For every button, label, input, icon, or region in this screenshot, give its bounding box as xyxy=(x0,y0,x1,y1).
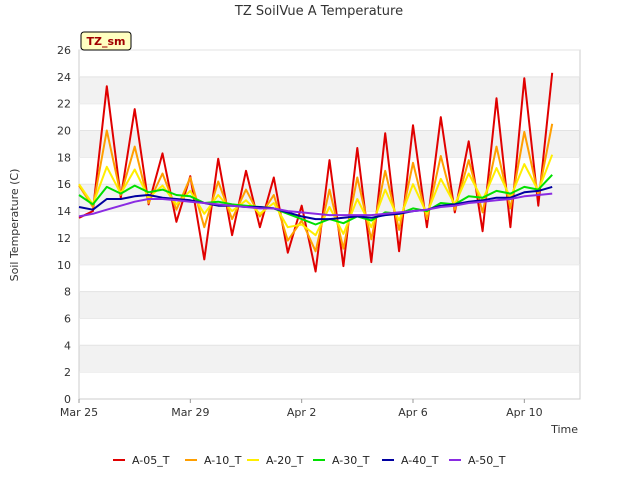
y-tick-label: 12 xyxy=(57,232,71,245)
y-tick-label: 10 xyxy=(57,259,71,272)
y-tick-label: 16 xyxy=(57,178,71,191)
series-line-a-50-t xyxy=(78,192,553,218)
station-badge: TZ_sm xyxy=(80,31,132,51)
y-tick-label: 18 xyxy=(57,151,71,164)
x-tick-label: Apr 2 xyxy=(287,406,317,419)
x-tick-label: Apr 10 xyxy=(506,406,543,419)
y-tick-label: 2 xyxy=(64,366,71,379)
x-tick-label: Mar 29 xyxy=(171,406,209,419)
x-axis-title: Time xyxy=(550,423,578,436)
plot-area xyxy=(78,49,581,400)
grid-band xyxy=(79,237,580,265)
y-tick-label: 22 xyxy=(57,98,71,111)
y-tick-label: 24 xyxy=(57,71,71,84)
grid-band xyxy=(79,76,580,104)
legend-label: A-10_T xyxy=(204,454,242,467)
series-line-a-05-t xyxy=(78,72,554,273)
x-axis-ticks: Mar 25 Mar 29 Apr 2 Apr 6 Apr 10 xyxy=(60,399,543,419)
y-tick-label: 26 xyxy=(57,44,71,57)
series-lines xyxy=(78,72,554,273)
legend-label: A-50_T xyxy=(468,454,506,467)
badge-label: TZ_sm xyxy=(87,35,126,48)
series-line-a-10-t xyxy=(78,123,554,253)
y-tick-label: 0 xyxy=(64,393,71,406)
y-tick-label: 20 xyxy=(57,125,71,138)
y-axis-title: Soil Temperature (C) xyxy=(8,169,21,282)
x-tick-label: Mar 25 xyxy=(60,406,98,419)
x-tick-label: Apr 6 xyxy=(398,406,428,419)
grid-band xyxy=(79,345,580,373)
y-tick-label: 6 xyxy=(64,312,71,325)
legend-label: A-30_T xyxy=(332,454,370,467)
chart-title: TZ SoilVue A Temperature xyxy=(234,4,403,19)
grid-band xyxy=(79,291,580,319)
legend: A-05_T A-10_T A-20_T A-30_T A-40_T A-50_T xyxy=(113,454,506,467)
y-tick-label: 8 xyxy=(64,286,71,299)
legend-label: A-40_T xyxy=(401,454,439,467)
legend-label: A-05_T xyxy=(132,454,170,467)
badge-box xyxy=(80,31,132,51)
legend-label: A-20_T xyxy=(266,454,304,467)
grid-band xyxy=(79,130,580,158)
y-tick-label: 4 xyxy=(64,339,71,352)
series-line-a-40-t xyxy=(78,185,553,221)
plot-background xyxy=(78,49,581,400)
y-tick-label: 14 xyxy=(57,205,71,218)
series-line-a-30-t xyxy=(78,174,553,226)
